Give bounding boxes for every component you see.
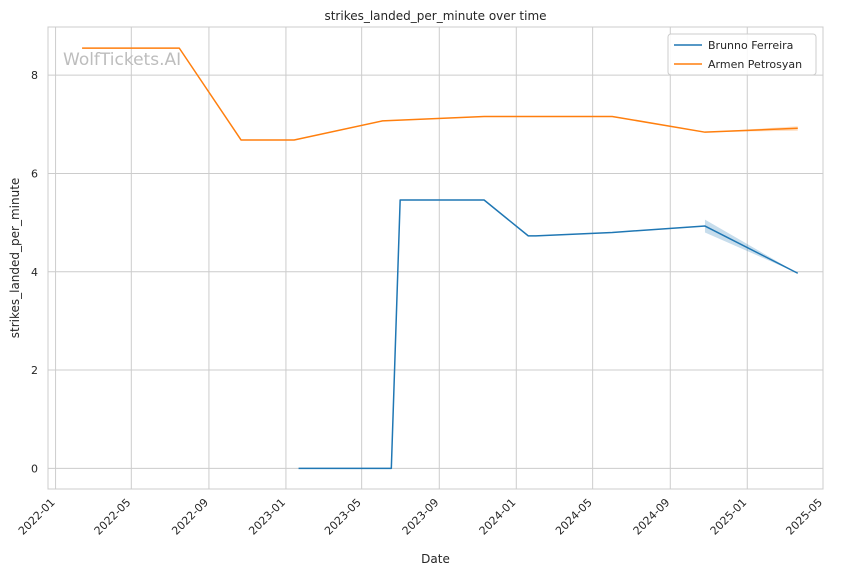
watermark: WolfTickets.AI [63,50,181,70]
plot-frame [47,26,824,490]
legend-label-armen-petrosyan: Armen Petrosyan [708,58,802,71]
confidence-band-brunno-ferreira [704,219,798,274]
legend-label-brunno-ferreira: Brunno Ferreira [708,39,793,52]
x-axis-label: Date [421,552,450,566]
confidence-bands [704,126,798,274]
y-tick-label: 0 [31,462,38,475]
chart-title: strikes_landed_per_minute over time [324,9,546,23]
series-line-brunno-ferreira [298,199,799,470]
y-tick-labels: 0 2 4 6 8 [31,69,38,475]
confidence-band-armen-petrosyan [704,126,798,133]
y-tick-label: 4 [31,266,38,279]
legend-box [667,33,817,76]
series-line-armen-petrosyan [82,47,798,141]
series-lines [82,47,799,470]
legend: Brunno Ferreira Armen Petrosyan [667,33,817,76]
y-axis-label: strikes_landed_per_minute [8,178,22,339]
y-tick-label: 8 [31,69,38,82]
y-tick-label: 6 [31,167,38,180]
y-tick-label: 2 [31,364,38,377]
